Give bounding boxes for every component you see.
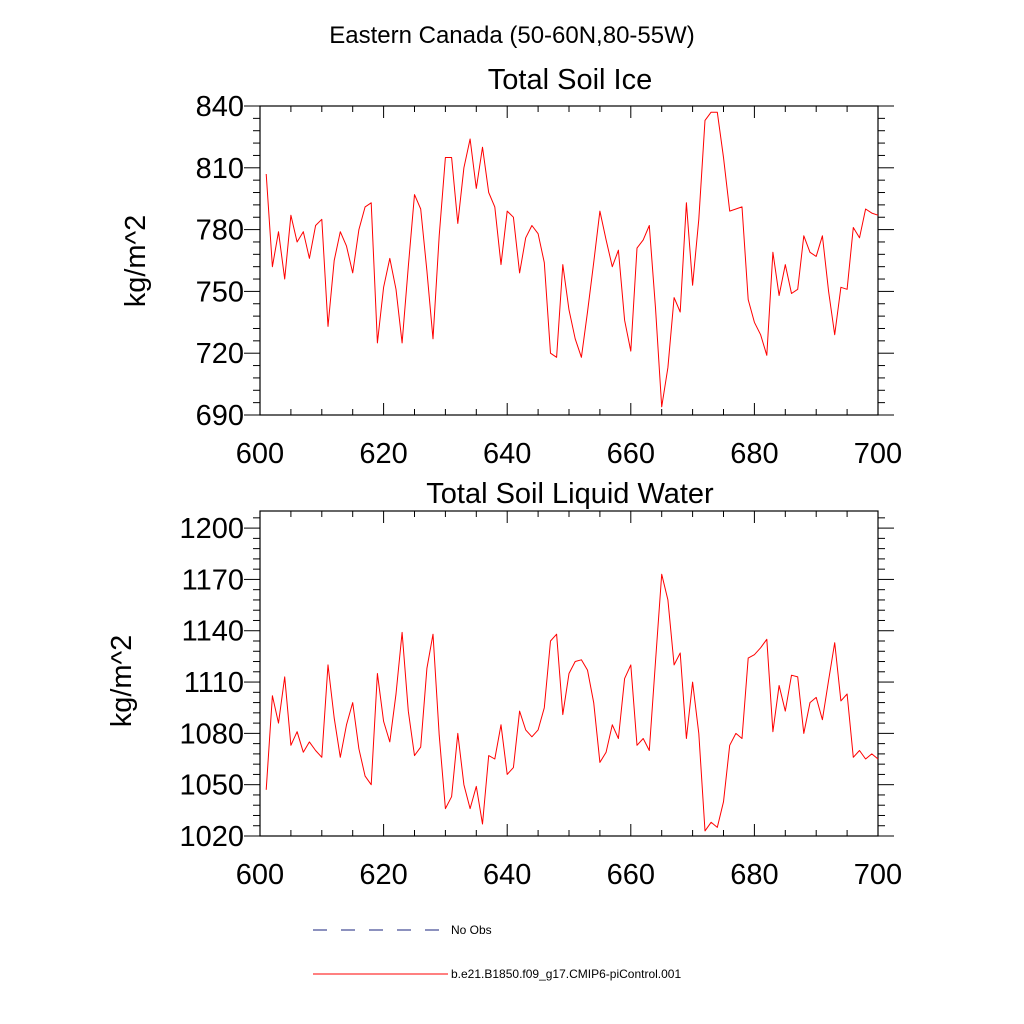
y-axis-label: kg/m^2 — [106, 635, 138, 728]
axes-frame — [259, 105, 879, 416]
series-line — [265, 573, 879, 832]
y-tick-label: 1140 — [182, 616, 244, 648]
panel-title: Total Soil Liquid Water — [426, 478, 714, 510]
x-tick-label: 660 — [607, 859, 655, 891]
x-tick-label: 620 — [359, 859, 407, 891]
y-tick-label: 1050 — [179, 770, 244, 802]
x-tick-label: 600 — [236, 859, 284, 891]
panel-title: Total Soil Ice — [488, 64, 652, 96]
y-tick-label: 1020 — [179, 821, 244, 853]
x-tick-label: 640 — [483, 438, 531, 470]
panel-total-soil-ice: Total Soil Ice kg/m^2 600 620 640 660 680 700… — [120, 64, 902, 470]
x-tick-label: 700 — [854, 859, 902, 891]
panel-total-soil-liquid-water: Total Soil Liquid Water kg/m^2 600 620 640… — [106, 478, 902, 891]
x-tick-label: 620 — [359, 438, 407, 470]
x-tick-label: 700 — [854, 438, 902, 470]
legend-label-model: b.e21.B1850.f09_g17.CMIP6-piControl.001 — [451, 967, 681, 981]
y-tick-label: 1170 — [182, 564, 244, 596]
y-axis-label: kg/m^2 — [120, 215, 152, 308]
y-tick-label: 690 — [196, 400, 244, 432]
x-tick-label: 680 — [730, 859, 778, 891]
plot-area: 600 620 640 660 680 700 1020 1050 1080 1110 1140 11… — [179, 510, 902, 891]
x-tick-label: 600 — [236, 438, 284, 470]
y-tick-label: 1080 — [179, 718, 244, 750]
legend: No Obs b.e21.B1850.f09_g17.CMIP6-piContr… — [313, 923, 681, 981]
x-tick-label: 680 — [730, 438, 778, 470]
y-tick-label: 1200 — [179, 513, 244, 545]
y-tick-label: 780 — [196, 215, 244, 247]
y-tick-label: 810 — [196, 153, 244, 185]
figure-title: Eastern Canada (50-60N,80-55W) — [329, 22, 695, 49]
y-tick-label: 750 — [196, 276, 244, 308]
x-tick-label: 660 — [607, 438, 655, 470]
legend-label-no-obs: No Obs — [451, 923, 492, 937]
y-tick-label: 840 — [196, 91, 244, 123]
x-tick-label: 640 — [483, 859, 531, 891]
series-line — [265, 111, 879, 408]
y-tick-label: 1110 — [184, 667, 244, 699]
plot-area: 600 620 640 660 680 700 690 720 750 780 810 840 — [196, 91, 903, 470]
y-tick-label: 720 — [196, 338, 244, 370]
